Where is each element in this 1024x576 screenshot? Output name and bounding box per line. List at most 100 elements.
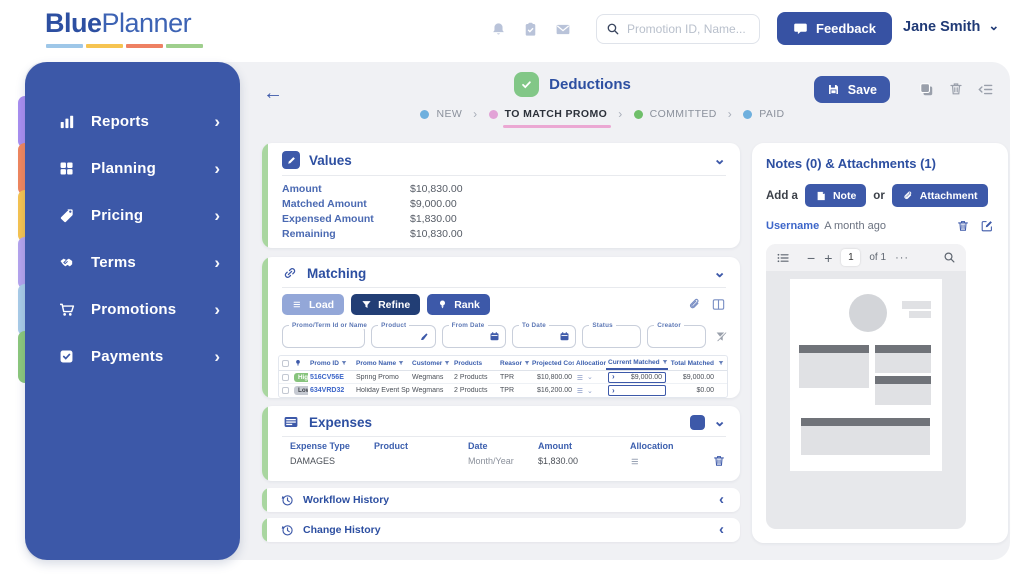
sidebar-item-terms[interactable]: Terms › — [25, 239, 240, 286]
calendar-icon[interactable] — [559, 331, 570, 342]
value-amount: $10,830.00 — [410, 228, 463, 240]
column-filter-icon[interactable] — [524, 360, 530, 366]
row-checkbox[interactable] — [282, 373, 289, 381]
rank-bulb-icon[interactable] — [292, 359, 308, 367]
expander-icon[interactable]: › — [612, 372, 615, 381]
expand-chevron-icon[interactable]: ‹ — [719, 521, 724, 538]
back-arrow-icon[interactable]: ← — [263, 82, 283, 104]
current-matched-input[interactable]: › $9,000.00 — [608, 371, 666, 383]
edit-attachment-icon[interactable] — [980, 219, 994, 233]
column-header: Allocation — [630, 441, 674, 451]
search-input[interactable] — [627, 22, 750, 36]
filter-to-date[interactable]: To Date — [511, 321, 577, 348]
tasks-clipboard-icon[interactable] — [522, 21, 539, 38]
clear-filters-icon[interactable] — [715, 330, 728, 343]
product-picker-icon[interactable] — [419, 331, 430, 342]
sidebar-item-pricing[interactable]: Pricing › — [25, 192, 240, 239]
note-icon — [815, 190, 827, 202]
deduction-status-check-icon — [514, 72, 540, 97]
sidebar-item-promotions[interactable]: Promotions › — [25, 286, 240, 333]
expenses-title: Expenses — [309, 414, 373, 430]
expense-row: DAMAGES Month/Year $1,830.00 — [262, 451, 740, 468]
promo-name-cell: Spring Promo — [356, 373, 399, 381]
column-filter-icon[interactable] — [444, 360, 450, 366]
expense-date-cell[interactable]: Month/Year — [468, 456, 514, 466]
column-filter-icon[interactable] — [718, 360, 724, 366]
expander-icon[interactable]: › — [612, 385, 615, 395]
page-number-input[interactable]: 1 — [841, 249, 861, 266]
expand-chevron-icon[interactable]: ‹ — [719, 491, 724, 508]
rank-button[interactable]: Rank — [427, 294, 490, 315]
filter-label: To Date — [518, 321, 550, 329]
customer-cell: Wegmans — [412, 373, 444, 381]
allocation-dropdown[interactable]: ⌄ — [576, 373, 593, 382]
chat-bubble-icon — [793, 21, 808, 36]
shopping-cart-icon — [58, 301, 78, 319]
column-header: Current Matched — [608, 358, 660, 366]
check-square-icon — [58, 348, 78, 365]
filter-promo-term-id[interactable]: Promo/Term Id or Name — [282, 321, 371, 348]
thumbnails-icon[interactable] — [776, 251, 790, 265]
select-all-checkbox[interactable] — [282, 359, 289, 367]
columns-layout-icon[interactable] — [711, 297, 726, 312]
collapse-chevron-icon[interactable]: ⌄ — [713, 151, 726, 168]
priority-badge: Low — [294, 386, 308, 395]
promo-id-link[interactable]: 634VRD32 — [310, 387, 345, 394]
sidebar-item-label: Payments — [91, 348, 164, 365]
add-attachment-button[interactable]: Attachment — [891, 184, 988, 207]
expense-amount-cell[interactable]: $1,830.00 — [538, 456, 579, 466]
workflow-step-paid[interactable]: PAID — [743, 108, 784, 120]
sidebar-item-payments[interactable]: Payments › — [25, 333, 240, 380]
refine-label: Refine — [378, 298, 411, 311]
filter-from-date[interactable]: From Date — [441, 321, 506, 348]
change-history-title: Change History — [303, 524, 381, 536]
sidebar-item-planning[interactable]: Planning › — [25, 145, 240, 192]
workflow-step-to-match-promo[interactable]: TO MATCH PROMO — [488, 108, 611, 128]
zoom-out-icon[interactable]: − — [807, 249, 816, 266]
column-filter-icon[interactable] — [341, 360, 347, 366]
filter-creator[interactable]: Creator — [647, 321, 706, 348]
allocation-dropdown[interactable] — [630, 456, 710, 467]
zoom-in-icon[interactable]: + — [824, 249, 833, 266]
load-button[interactable]: Load — [282, 294, 345, 315]
save-button[interactable]: Save — [813, 76, 890, 103]
attachment-author-link[interactable]: Username — [766, 220, 820, 232]
workflow-history-section[interactable]: Workflow History ‹ — [262, 488, 740, 512]
collapse-chevron-icon[interactable]: ⌄ — [713, 413, 726, 430]
workflow-step-new[interactable]: NEW — [420, 108, 462, 120]
filter-status[interactable]: Status — [582, 321, 642, 348]
delete-attachment-icon[interactable] — [956, 219, 970, 233]
filter-product[interactable]: Product — [371, 321, 436, 348]
attachment-preview-viewer: − + 1 of 1 ··· — [766, 244, 966, 529]
notifications-bell-icon[interactable] — [490, 21, 507, 38]
column-filter-icon[interactable] — [398, 360, 404, 366]
user-menu[interactable]: Jane Smith ⌄ — [903, 19, 999, 36]
chevron-right-icon: › — [214, 205, 220, 225]
promo-id-link[interactable]: 516CV56E — [310, 373, 344, 381]
collapse-panel-icon[interactable] — [977, 81, 994, 98]
messages-envelope-icon[interactable] — [554, 21, 572, 38]
workflow-step-committed[interactable]: COMMITTED — [633, 108, 717, 120]
attach-icon[interactable] — [687, 297, 702, 312]
calendar-icon[interactable] — [489, 331, 500, 342]
sidebar-item-reports[interactable]: Reports › — [25, 98, 240, 145]
add-note-button[interactable]: Note — [804, 184, 867, 207]
duplicate-icon[interactable] — [918, 81, 935, 98]
collapse-chevron-icon[interactable]: ⌄ — [713, 264, 726, 281]
refine-button[interactable]: Refine — [351, 294, 421, 315]
current-matched-input[interactable]: › — [608, 385, 666, 396]
viewer-search-icon[interactable] — [943, 251, 956, 264]
feedback-button[interactable]: Feedback — [777, 12, 892, 45]
row-checkbox[interactable] — [282, 387, 289, 394]
attachment-timestamp: A month ago — [824, 220, 886, 232]
document-page-preview[interactable] — [790, 279, 942, 471]
delete-trash-icon[interactable] — [948, 81, 964, 98]
delete-expense-icon[interactable] — [712, 454, 726, 468]
more-options-icon[interactable]: ··· — [895, 251, 910, 264]
sidebar-nav: Reports › Planning › Pricing › Terms › P… — [25, 62, 240, 560]
add-expense-button[interactable] — [690, 414, 706, 430]
allocation-dropdown[interactable]: ⌄ — [576, 386, 593, 395]
column-filter-icon[interactable] — [662, 359, 668, 365]
filter-label: Product — [378, 321, 410, 329]
change-history-section[interactable]: Change History ‹ — [262, 518, 740, 542]
